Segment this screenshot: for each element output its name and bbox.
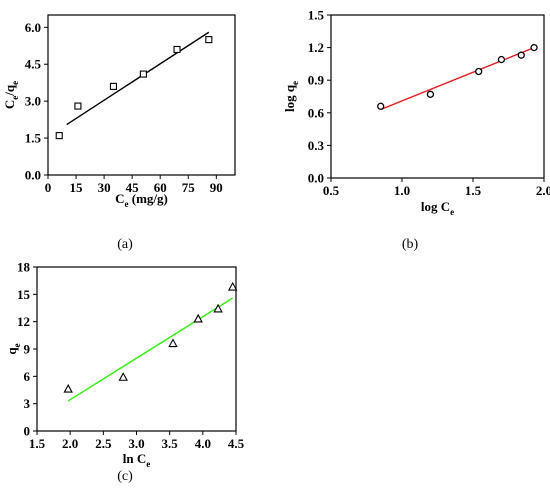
data-point (193, 313, 203, 323)
x-tick-label: 4.5 (228, 436, 245, 451)
x-tick-label: 0.5 (323, 183, 340, 198)
x-tick-label: 15 (70, 180, 84, 195)
x-tick-label: 2.0 (62, 436, 78, 451)
data-point (213, 303, 223, 313)
data-point (63, 383, 73, 393)
x-tick-label: 3.0 (128, 436, 144, 451)
data-point (205, 36, 213, 44)
y-tick-label: 12 (17, 314, 30, 329)
data-point (497, 55, 506, 64)
x-tick-label: 3.5 (162, 436, 179, 451)
y-tick-label: 1.5 (308, 8, 325, 23)
y-tick-label: 1.2 (308, 40, 324, 55)
panel-caption: (c) (117, 469, 133, 484)
y-tick-label: 9 (24, 342, 31, 357)
x-tick-label: 45 (126, 180, 140, 195)
data-point (227, 281, 238, 291)
x-tick-label: 4.0 (195, 436, 211, 451)
x-tick-label: 1.5 (465, 183, 482, 198)
data-point (173, 45, 181, 54)
x-tick-label: 1.5 (29, 436, 46, 451)
y-tick-label: 0.0 (308, 171, 324, 186)
data-point (426, 90, 435, 98)
y-tick-label: 0.9 (308, 73, 325, 88)
fit-line (66, 31, 210, 126)
y-tick-label: 1.5 (25, 131, 42, 146)
y-tick-label: 15 (17, 287, 31, 302)
x-axis-title: log Ce (421, 199, 454, 217)
data-point (475, 67, 483, 76)
chart-panel-2: 0.5 1.0 1.5 2.0 0.0 0.3 0.6 0.9 1.2 1.5 log Ce log … (282, 8, 550, 253)
y-tick-label: 0.6 (308, 105, 325, 120)
panel-caption: (a) (117, 237, 133, 252)
plot-frame (47, 14, 236, 176)
data-point (74, 102, 82, 110)
y-tick-label: 3.0 (25, 94, 41, 109)
chart-panel-1: 0 15 30 45 60 75 90 0.0 1.5 3.0 4.5 6.0 Ce (mg/g) Ce/… (2, 14, 236, 252)
data-point (139, 70, 147, 78)
data-point (517, 51, 525, 59)
y-axis-title: qe (4, 343, 22, 354)
chart-panel-3: 1.5 2.0 2.5 3.0 3.5 4.0 4.5 0 3 6 9 12 15 18 ln Ce qe (c… (4, 260, 245, 485)
data-point (377, 102, 385, 110)
data-point (109, 82, 117, 90)
data-point (168, 338, 178, 348)
y-tick-label: 0.0 (25, 168, 41, 183)
fit-line (67, 297, 234, 402)
y-axis-title: log qe (282, 81, 300, 112)
x-tick-label: 2.5 (95, 436, 112, 451)
data-point (530, 43, 538, 52)
y-tick-label: 3 (24, 396, 31, 411)
y-tick-label: 0 (24, 424, 31, 439)
y-tick-label: 18 (17, 260, 31, 275)
y-tick-label: 6.0 (25, 20, 41, 35)
y-tick-label: 4.5 (25, 57, 42, 72)
plot-frame (36, 266, 237, 432)
x-tick-label: 30 (98, 180, 111, 195)
x-tick-label: 1.0 (394, 183, 410, 198)
panel-caption: (b) (402, 237, 419, 252)
data-point (55, 132, 63, 140)
plot-frame (330, 14, 545, 179)
y-tick-label: 0.3 (308, 138, 325, 153)
fit-line (380, 46, 535, 111)
x-tick-label: 60 (154, 180, 167, 195)
x-axis-title: Ce (mg/g) (115, 191, 168, 209)
data-point (118, 372, 128, 381)
x-tick-label: 90 (210, 180, 223, 195)
x-axis-title: ln Ce (123, 451, 150, 469)
x-tick-label: 0 (45, 180, 52, 195)
x-tick-label: 75 (182, 180, 196, 195)
x-tick-label: 2.0 (536, 183, 550, 198)
y-axis-title: Ce/qe (2, 81, 20, 109)
y-tick-label: 6 (24, 369, 31, 384)
